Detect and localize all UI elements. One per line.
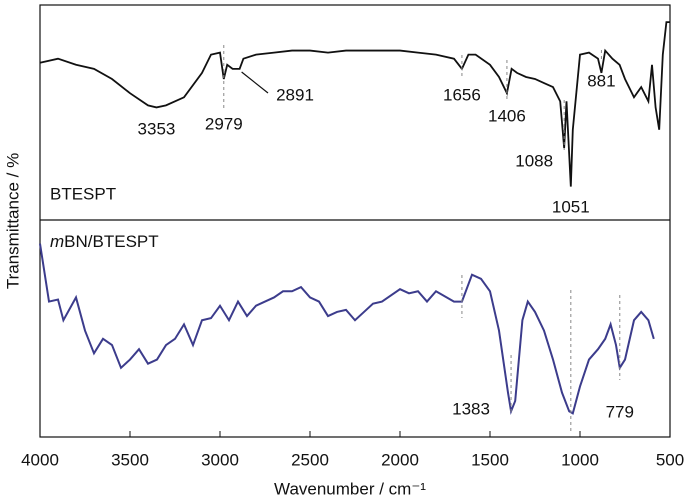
x-tick-label: 500 — [656, 450, 684, 469]
y-axis-label: Transmittance / % — [3, 153, 22, 289]
x-tick-label: 1500 — [471, 450, 509, 469]
peak-label: 1051 — [552, 197, 590, 216]
x-tick-label: 1000 — [561, 450, 599, 469]
peak-label: 3353 — [138, 119, 176, 138]
peak-label: 1656 — [443, 85, 481, 104]
peak-arrow — [241, 71, 269, 94]
peak-label: 881 — [587, 71, 615, 90]
peak-label: 1088 — [515, 151, 553, 170]
peak-label: 2891 — [276, 85, 314, 104]
peak-label: 779 — [606, 402, 634, 421]
plot-frame — [39, 4, 671, 438]
x-tick-label: 3500 — [111, 450, 149, 469]
series-label: mBN/BTESPT — [50, 232, 159, 251]
peak-label: 1383 — [452, 399, 490, 418]
peak-label: 1406 — [488, 106, 526, 125]
x-tick-label: 3000 — [201, 450, 239, 469]
spectrum-line — [39, 21, 670, 187]
x-tick-label: 4000 — [21, 450, 59, 469]
x-tick-label: 2500 — [291, 450, 329, 469]
series-label: BTESPT — [50, 184, 116, 203]
x-axis-label: Wavenumber / cm⁻¹ — [274, 479, 426, 498]
spectrum-line — [39, 243, 655, 416]
x-tick-label: 2000 — [381, 450, 419, 469]
peak-label: 2979 — [205, 114, 243, 133]
